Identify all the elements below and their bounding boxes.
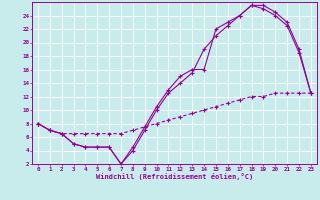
X-axis label: Windchill (Refroidissement éolien,°C): Windchill (Refroidissement éolien,°C) [96, 173, 253, 180]
